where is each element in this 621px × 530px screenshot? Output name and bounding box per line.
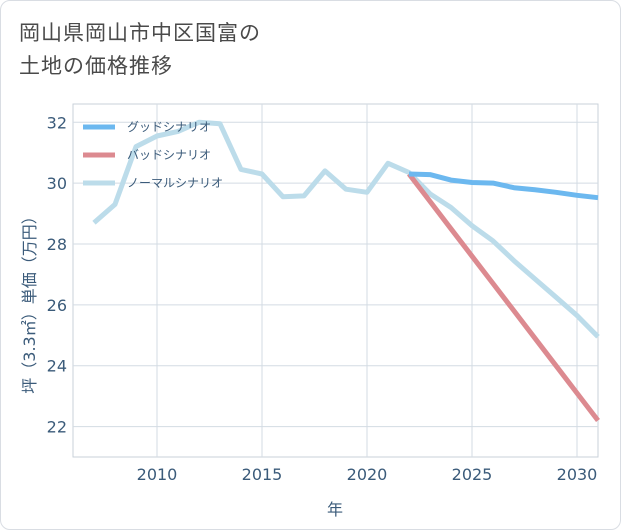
legend-label-normal: ノーマルシナリオ bbox=[127, 176, 223, 190]
y-axis-title: 坪（3.3㎡）単価（万円） bbox=[20, 208, 39, 393]
legend-label-bad: バッドシナリオ bbox=[127, 148, 211, 162]
series-line-good bbox=[408, 171, 599, 201]
x-tick-label: 2015 bbox=[242, 465, 283, 484]
series-line-normal bbox=[92, 119, 600, 339]
x-tick-label: 2030 bbox=[557, 465, 598, 484]
title-line-2: 土地の価格推移 bbox=[19, 54, 173, 78]
y-tick-label: 32 bbox=[47, 113, 67, 132]
plot-area bbox=[72, 103, 599, 458]
x-tick-label: 2010 bbox=[137, 465, 178, 484]
title-line-1: 岡山県岡山市中区国富の bbox=[19, 21, 261, 45]
y-tick-labels: 22 24 26 28 30 32 bbox=[47, 113, 67, 436]
legend-label-good: グッドシナリオ bbox=[127, 120, 211, 134]
y-tick-label: 30 bbox=[47, 174, 67, 193]
y-tick-label: 28 bbox=[47, 235, 67, 254]
chart-title: 岡山県岡山市中区国富の 土地の価格推移 bbox=[19, 17, 261, 83]
y-tick-label: 24 bbox=[47, 357, 67, 376]
x-tick-labels: 2010 2015 2020 2025 2030 bbox=[137, 465, 598, 484]
y-tick-label: 26 bbox=[47, 296, 67, 315]
series-lines bbox=[92, 119, 600, 423]
grid-lines bbox=[73, 104, 598, 457]
x-axis-title: 年 bbox=[327, 500, 343, 519]
x-tick-label: 2020 bbox=[347, 465, 388, 484]
series-line-bad bbox=[407, 172, 600, 423]
y-tick-label: 22 bbox=[47, 418, 67, 437]
x-tick-label: 2025 bbox=[452, 465, 493, 484]
